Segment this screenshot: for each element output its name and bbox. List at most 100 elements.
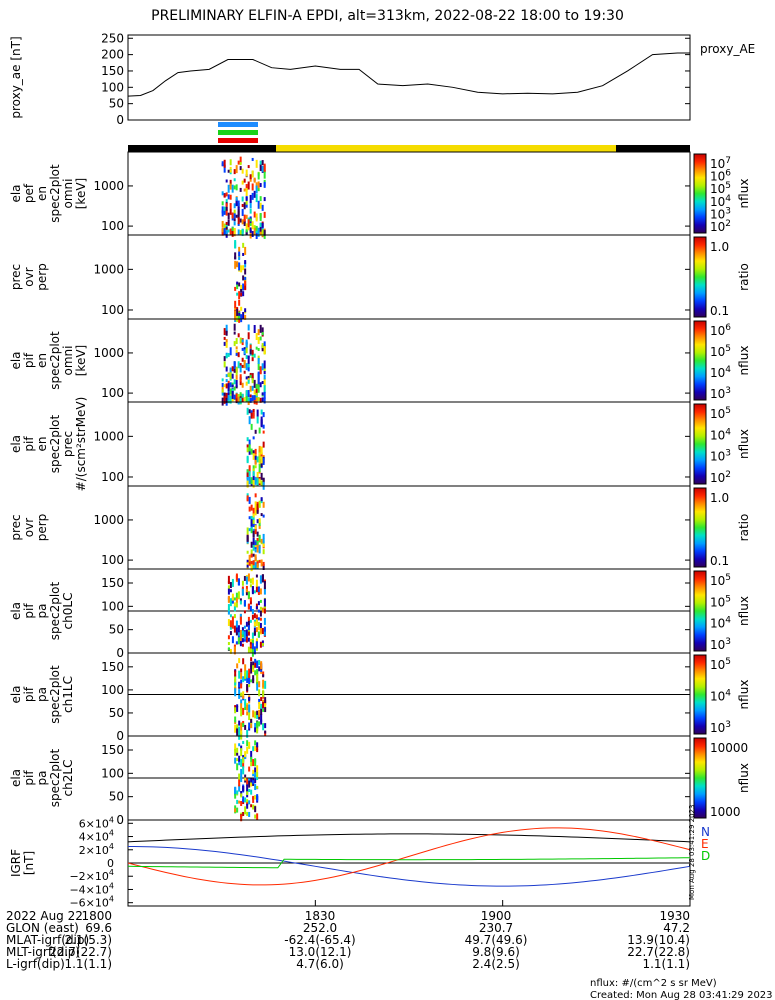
data-pixel [242,695,245,699]
ela_pif_en_omni-ylabel-line: omni [61,346,75,376]
data-pixel [257,371,260,380]
data-pixel [251,586,254,595]
data-pixel [239,218,242,223]
data-pixel [256,785,259,789]
data-pixel [256,669,259,676]
data-pixel [248,409,251,414]
data-pixel [225,383,228,389]
footer-row-value: 13.9(10.4) [627,933,690,947]
data-pixel [262,674,265,678]
data-pixel [242,242,245,248]
data-pixel [251,230,254,237]
data-pixel [261,397,264,403]
data-pixel [223,193,226,198]
data-pixel [252,804,255,810]
data-pixel [257,188,260,192]
data-pixel [238,246,241,252]
ela_pef_en_omni-pixels [221,156,266,239]
data-pixel [246,670,249,679]
data-pixel [259,202,262,209]
data-pixel [245,169,248,177]
footer-row-value: 230.7 [479,921,513,935]
footer-row-label: L-igrf(dip) [6,957,65,971]
ela_pif_pa_ch0LC-ylabel-line: ela [9,602,23,620]
data-pixel [245,376,248,380]
y-tick-label: 0 [107,857,114,870]
data-pixel [252,560,255,566]
data-pixel [252,450,255,454]
igrf-legend-N: N [701,825,710,839]
data-pixel [254,814,257,819]
data-pixel [257,379,260,385]
data-pixel [258,545,261,554]
data-pixel [258,427,261,434]
colorbar-tick-exp: 6 [725,169,731,179]
data-pixel [233,379,236,385]
data-pixel [254,711,257,719]
prec_ovr_perp_2-colorbar [693,487,707,568]
data-pixel [246,740,249,747]
data-pixel [244,260,247,265]
data-pixel [256,537,259,541]
data-pixel [225,192,228,197]
data-pixel [242,658,245,665]
state-bar-science [276,145,616,152]
data-pixel [250,756,253,762]
colorbar-tick-exp: 2 [725,219,731,229]
ela_pif_en_omni-ylabel-line: ela [9,351,23,369]
colorbar-tick-label: 105 [710,594,731,609]
data-pixel [235,374,238,380]
data-pixel [260,480,263,487]
data-pixel [242,678,245,683]
data-pixel [241,643,244,647]
data-pixel [244,314,247,320]
data-pixel [263,360,266,369]
data-pixel [258,559,261,563]
data-pixel [245,196,248,201]
colorbar-tick-label: 103 [710,637,731,652]
data-pixel [234,682,237,686]
prec_ovr_perp_1-ylabel-line: perp [35,263,49,291]
data-pixel [247,375,250,380]
colorbar-tick-exp: 7 [725,156,731,166]
data-pixel [264,731,267,737]
data-pixel [248,416,251,425]
data-pixel [260,497,263,502]
data-pixel [255,194,258,203]
data-pixel [263,341,266,348]
data-pixel [235,573,238,581]
data-pixel [233,597,236,601]
data-pixel [227,352,230,357]
data-pixel [234,716,237,723]
colorbar-tick-exp: 3 [725,206,731,216]
data-pixel [241,180,244,185]
data-pixel [244,308,247,313]
data-pixel [229,631,232,636]
data-pixel [252,668,255,673]
data-pixel [255,619,258,627]
data-pixel [258,464,261,473]
data-pixel [263,181,266,188]
data-pixel [252,769,255,774]
data-pixel [243,214,246,222]
data-pixel [238,800,241,804]
ela_pef_en_omni-colorbar-label: nflux [737,179,751,209]
data-pixel [233,203,236,209]
ela_pif_pa_ch2LC-ylabel-line: pif [22,770,36,786]
data-pixel [243,575,246,581]
data-pixel [252,468,255,472]
colorbar-tick-label: 1000 [710,805,741,819]
y-tick-label: 150 [101,64,124,78]
colorbar-tick-label: 0.1 [710,554,729,568]
data-pixel [229,648,232,654]
data-pixel [256,674,259,683]
data-pixel [250,661,253,667]
data-pixel [238,257,241,261]
data-pixel [252,665,255,670]
data-pixel [241,219,244,225]
data-pixel [254,509,257,516]
data-pixel [259,366,262,375]
y-tick-label: −6×104 [69,895,114,910]
data-pixel [238,726,241,734]
data-pixel [240,679,243,685]
